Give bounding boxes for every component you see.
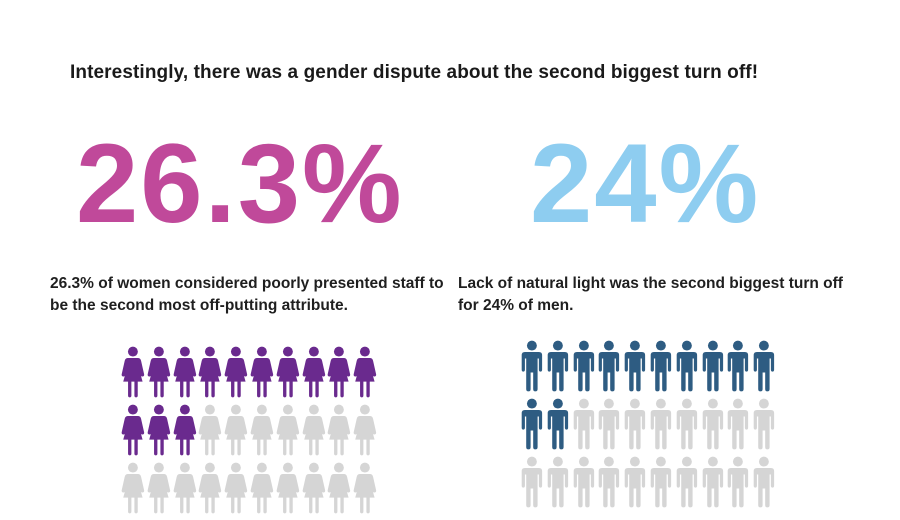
headline: Interestingly, there was a gender disput… <box>70 62 759 83</box>
man-icon <box>545 456 571 508</box>
man-icon <box>674 398 700 450</box>
man-icon <box>596 398 622 450</box>
woman-icon <box>146 404 172 456</box>
man-icon <box>596 340 622 392</box>
woman-icon <box>120 462 146 514</box>
man-icon <box>519 398 545 450</box>
man-icon <box>674 340 700 392</box>
men-icon-grid <box>519 340 777 514</box>
men-caption: Lack of natural light was the second big… <box>458 275 843 314</box>
men-icon-row <box>519 456 777 514</box>
man-icon <box>545 398 571 450</box>
woman-icon <box>326 404 352 456</box>
man-icon <box>648 398 674 450</box>
men-icon-row <box>519 340 777 398</box>
woman-icon <box>326 346 352 398</box>
man-icon <box>622 456 648 508</box>
woman-icon <box>172 346 198 398</box>
woman-icon <box>197 346 223 398</box>
man-icon <box>596 456 622 508</box>
woman-icon <box>223 346 249 398</box>
woman-icon <box>249 404 275 456</box>
women-icon-row <box>120 346 378 404</box>
woman-icon <box>172 404 198 456</box>
men-stat: 24% <box>530 121 761 246</box>
man-icon <box>700 398 726 450</box>
woman-icon <box>352 462 378 514</box>
woman-icon <box>249 346 275 398</box>
woman-icon <box>352 404 378 456</box>
man-icon <box>622 398 648 450</box>
man-icon <box>700 340 726 392</box>
woman-icon <box>223 404 249 456</box>
man-icon <box>571 340 597 392</box>
man-icon <box>725 340 751 392</box>
man-icon <box>519 340 545 392</box>
women-icon-row <box>120 404 378 462</box>
man-icon <box>725 456 751 508</box>
woman-icon <box>301 462 327 514</box>
man-icon <box>545 340 571 392</box>
man-icon <box>674 456 700 508</box>
woman-icon <box>326 462 352 514</box>
woman-icon <box>352 346 378 398</box>
man-icon <box>648 456 674 508</box>
woman-icon <box>197 404 223 456</box>
men-icon-row <box>519 398 777 456</box>
woman-icon <box>249 462 275 514</box>
women-icon-grid <box>120 346 378 520</box>
man-icon <box>751 340 777 392</box>
woman-icon <box>120 404 146 456</box>
women-caption: 26.3% of women considered poorly present… <box>50 275 444 314</box>
women-stat: 26.3% <box>76 121 404 246</box>
man-icon <box>571 398 597 450</box>
man-icon <box>519 456 545 508</box>
woman-icon <box>275 346 301 398</box>
woman-icon <box>197 462 223 514</box>
man-icon <box>700 456 726 508</box>
woman-icon <box>172 462 198 514</box>
man-icon <box>751 456 777 508</box>
man-icon <box>725 398 751 450</box>
woman-icon <box>223 462 249 514</box>
woman-icon <box>146 462 172 514</box>
woman-icon <box>301 346 327 398</box>
man-icon <box>571 456 597 508</box>
man-icon <box>751 398 777 450</box>
woman-icon <box>146 346 172 398</box>
woman-icon <box>120 346 146 398</box>
man-icon <box>648 340 674 392</box>
woman-icon <box>275 404 301 456</box>
women-icon-row <box>120 462 378 520</box>
woman-icon <box>275 462 301 514</box>
man-icon <box>622 340 648 392</box>
woman-icon <box>301 404 327 456</box>
